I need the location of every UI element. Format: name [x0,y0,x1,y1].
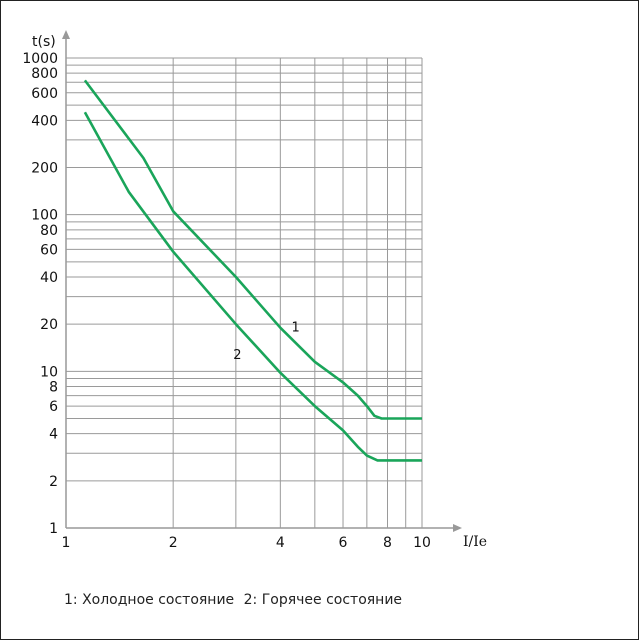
y-tick-label: 100 [31,208,58,224]
y-axis-label: t(s) [32,34,56,50]
y-tick-label: 400 [31,113,58,129]
y-tick-label: 60 [40,242,58,258]
series-1-label: 1 [292,320,300,335]
x-tick-label: 6 [339,535,348,551]
y-tick-label: 80 [40,223,58,239]
x-tick-label: 1 [62,535,71,551]
axes [62,30,462,532]
y-tick-label: 2 [49,474,58,490]
y-tick-label: 200 [31,161,58,177]
x-tick-label: 2 [169,535,178,551]
series-1-line [83,79,422,420]
series-2-label: 2 [233,348,241,363]
y-tick-label: 40 [40,270,58,286]
grid [66,57,423,528]
x-tick-label: 4 [276,535,285,551]
y-tick-label: 600 [31,86,58,102]
series-2-line [83,111,422,462]
legend-item-1: 1: Холодное состояние [64,592,235,608]
y-tick-label: 10 [40,364,58,380]
x-tick-label: 10 [413,535,431,551]
series-labels: 12 [233,320,300,363]
legend-item-2: 2: Горячее состояние [243,592,403,608]
y-tick-label: 1 [49,521,58,537]
y-tick-label: 20 [40,317,58,333]
y-tick-label: 4 [49,427,58,443]
x-axis-label: I/Ie [463,534,487,550]
y-tick-label: 6 [49,399,58,415]
legend-caption: 1: Холодное состояние 2: Горячее состоян… [64,592,407,608]
y-tick-label: 1000 [22,51,58,67]
x-tick-label: 8 [383,535,392,551]
series [83,79,422,462]
y-tick-label: 800 [31,66,58,82]
y-tick-label: 8 [49,380,58,396]
